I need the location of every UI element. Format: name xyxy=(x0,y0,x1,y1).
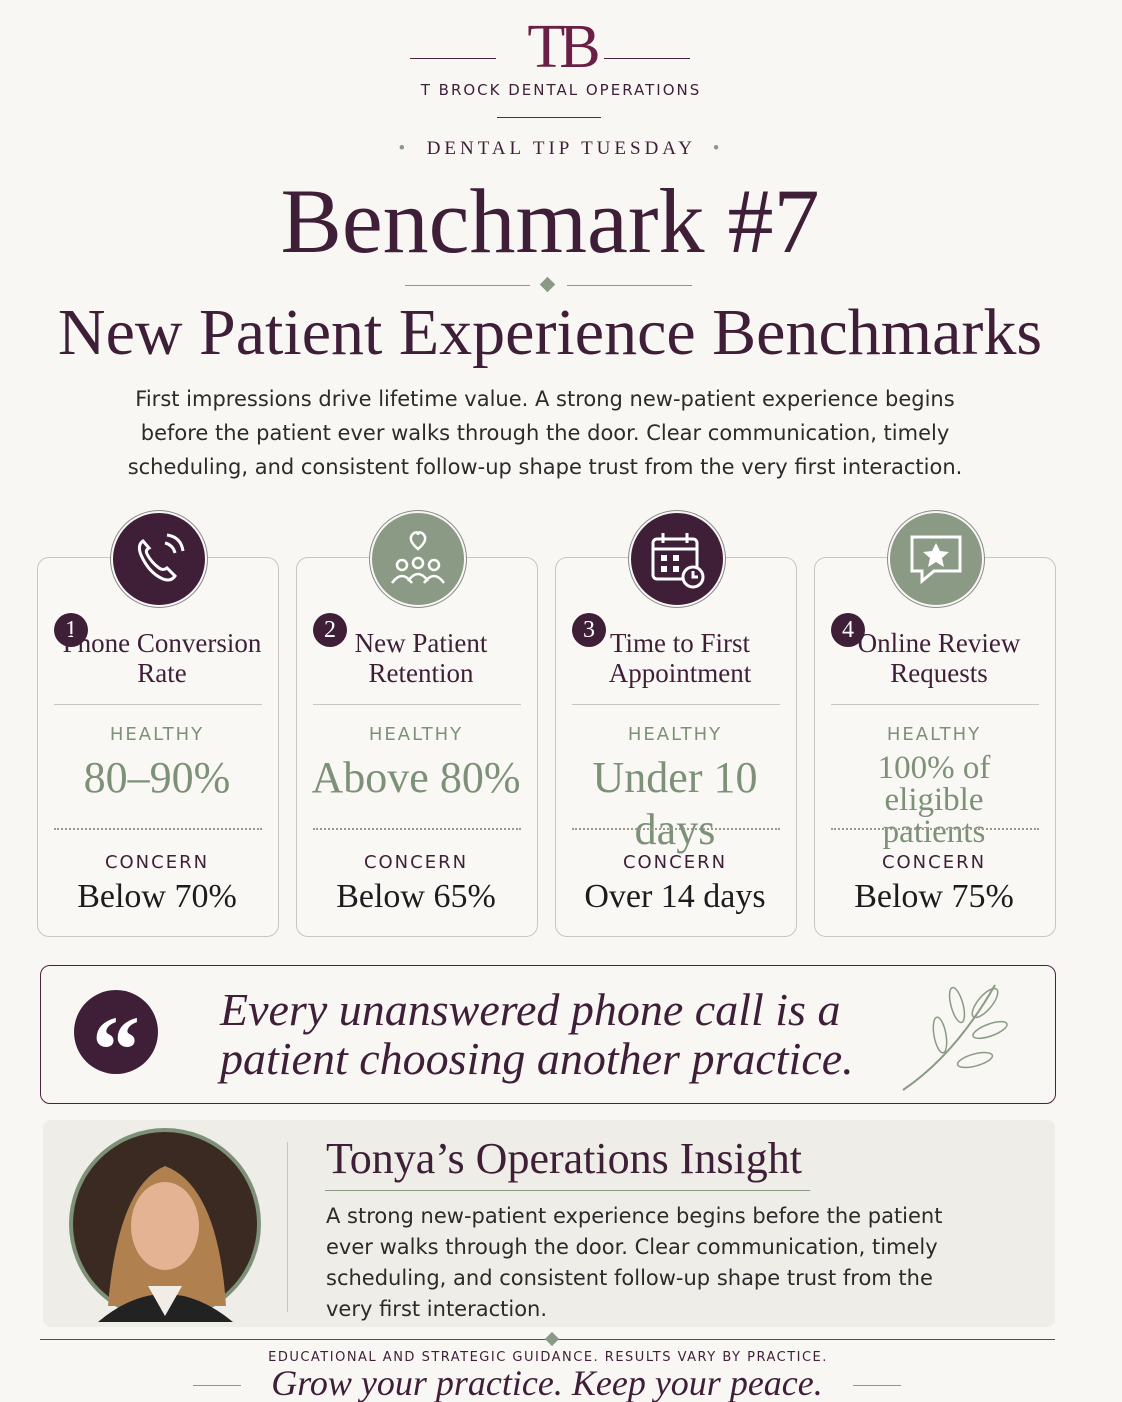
disclaimer: EDUCATIONAL AND STRATEGIC GUIDANCE. RESU… xyxy=(268,1350,828,1365)
card-rule xyxy=(572,704,780,705)
concern-label: CONCERN xyxy=(363,852,469,873)
card-dots xyxy=(831,828,1039,830)
card-number: 2 xyxy=(313,613,347,647)
card-icon xyxy=(370,511,466,607)
healthy-value: Above 80% xyxy=(311,753,521,802)
icon-glyph xyxy=(137,533,185,582)
concern-value: Below 75% xyxy=(854,878,1014,915)
card-number: 4 xyxy=(831,613,865,647)
healthy-label: HEALTHY xyxy=(627,724,723,745)
icon-glyph xyxy=(651,533,705,589)
card-dots xyxy=(54,828,262,830)
healthy-label: HEALTHY xyxy=(368,724,464,745)
title: Benchmark #7 xyxy=(280,170,820,272)
card-icon xyxy=(888,511,984,607)
quote-box xyxy=(40,965,1056,1104)
concern-label: CONCERN xyxy=(622,852,728,873)
healthy-value: Under 10 days xyxy=(592,753,758,854)
icon-glyph xyxy=(910,535,962,585)
tagline: Grow your practice. Keep your peace. xyxy=(271,1363,823,1402)
concern-value: Below 65% xyxy=(336,878,496,915)
quote-text: Every unanswered phone call is a patient… xyxy=(220,984,854,1084)
concern-label: CONCERN xyxy=(881,852,987,873)
healthy-value: 80–90% xyxy=(83,753,231,802)
card-title: New Patient Retention xyxy=(354,628,488,688)
insight-title: Tonya’s Operations Insight xyxy=(326,1134,802,1183)
card-dots xyxy=(572,828,780,830)
card-icon xyxy=(629,511,725,607)
intro: First impressions drive lifetime value. … xyxy=(127,387,963,479)
portrait xyxy=(69,1128,261,1322)
concern-label: CONCERN xyxy=(104,852,210,873)
card-rule xyxy=(54,704,262,705)
concern-value: Below 70% xyxy=(77,878,237,915)
subtitle: New Patient Experience Benchmarks xyxy=(57,296,1043,369)
logo: TB xyxy=(527,13,600,81)
healthy-label: HEALTHY xyxy=(886,724,982,745)
quote-icon: “ xyxy=(74,990,158,1103)
healthy-value: 100% of eligible patients xyxy=(877,750,991,850)
card-rule xyxy=(831,704,1039,705)
concern-value: Over 14 days xyxy=(584,878,766,915)
card-title: Time to First Appointment xyxy=(608,628,752,688)
brand: T BROCK DENTAL OPERATIONS xyxy=(420,81,702,99)
card-dots xyxy=(313,828,521,830)
card-rule xyxy=(313,704,521,705)
leaf xyxy=(902,984,1008,1091)
card-title: Online Review Requests xyxy=(857,628,1021,688)
eyebrow-text: DENTAL TIP TUESDAY xyxy=(426,138,696,159)
healthy-label: HEALTHY xyxy=(109,724,205,745)
card-icon xyxy=(111,511,207,607)
card-number: 1 xyxy=(54,613,88,647)
card-title: Phone Conversion Rate xyxy=(62,628,262,688)
insight-body: A strong new-patient experience begins b… xyxy=(326,1204,943,1321)
icon-glyph xyxy=(390,531,446,584)
card-number: 3 xyxy=(572,613,606,647)
eyebrow: • DENTAL TIP TUESDAY • xyxy=(398,138,724,159)
